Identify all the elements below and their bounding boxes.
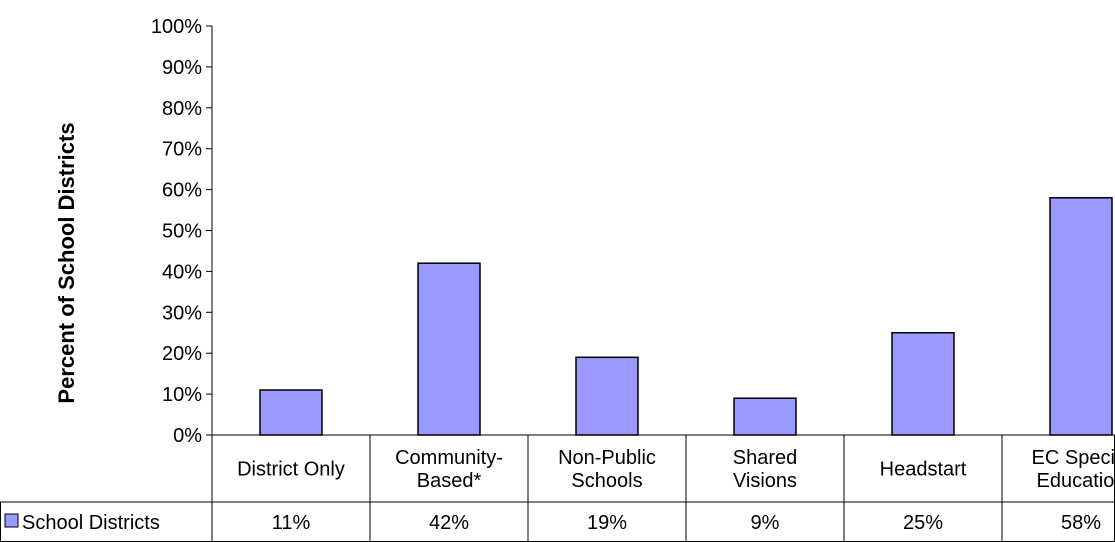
data-label: 42% (429, 512, 469, 534)
y-axis-label: Percent of School Districts (54, 122, 79, 403)
y-axis: 0% 10% 20% 30% 40% 50% 60% 70% 80% 90% 100% (151, 16, 213, 447)
y-tick-label: 20% (162, 343, 202, 365)
y-tick-label: 50% (162, 221, 202, 243)
x-category-label: Non-Public Schools (558, 447, 656, 492)
data-label: 19% (587, 512, 627, 534)
x-category-label: Shared Visions (733, 447, 798, 492)
bar (417, 262, 481, 436)
y-tick-label: 30% (162, 302, 202, 324)
bar (259, 389, 323, 436)
data-label: 58% (1061, 512, 1101, 534)
bar-series (259, 197, 1113, 436)
y-tick-label: 70% (162, 139, 202, 161)
y-tick-label: 40% (162, 261, 202, 283)
legend-swatch (4, 513, 19, 528)
y-tick-label: 60% (162, 180, 202, 202)
data-label: 11% (272, 512, 311, 534)
y-tick-label: 80% (162, 98, 202, 120)
bar (891, 332, 955, 436)
y-tick-label: 10% (162, 384, 202, 406)
data-table: District Only Community-Based* Non-Public S… (0, 434, 1115, 542)
y-tick-label: 100% (151, 16, 202, 38)
data-label: 25% (903, 512, 943, 534)
y-tick-label: 0% (173, 425, 202, 447)
y-tick-label: 90% (162, 57, 202, 79)
bar (575, 356, 639, 436)
data-label: 9% (751, 512, 780, 534)
bar (733, 397, 797, 436)
x-category-label: Headstart (880, 459, 967, 481)
x-category-label: EC SpecialEducation (1032, 447, 1115, 492)
x-category-label: Community-Based* (395, 447, 503, 492)
legend-series-name: School Districts (22, 512, 160, 534)
x-category-label: District Only (237, 459, 345, 481)
bar (1049, 197, 1113, 436)
